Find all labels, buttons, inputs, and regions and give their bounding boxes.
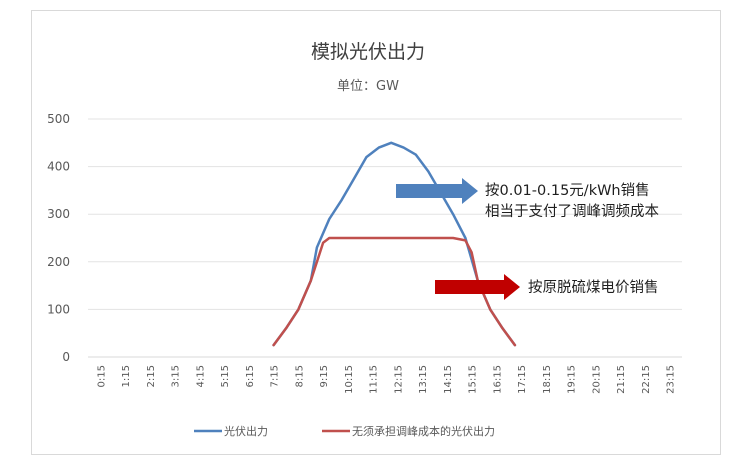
y-tick-label: 0	[62, 350, 70, 364]
annotation-text: 按0.01-0.15元/kWh销售	[485, 182, 650, 199]
y-tick-label: 100	[47, 302, 70, 316]
y-tick-label: 200	[47, 255, 70, 269]
y-tick-label: 500	[47, 112, 70, 126]
y-tick-label: 300	[47, 207, 70, 221]
x-tick-label: 19:15	[567, 365, 578, 394]
y-axis-ticks: 0 100 200 300 400 500	[47, 112, 70, 364]
x-tick-label: 0:15	[96, 365, 107, 387]
x-tick-label: 16:15	[492, 365, 503, 394]
x-tick-label: 11:15	[369, 365, 380, 394]
chart: 模拟光伏出力 单位：GW 0 100 200 300 400 500 0:15 1:15 2:…	[47, 41, 682, 438]
x-tick-label: 10:15	[344, 365, 355, 394]
x-tick-label: 1:15	[121, 365, 132, 387]
x-tick-label: 23:15	[666, 365, 677, 394]
series-lines	[272, 141, 517, 347]
chart-frame: 模拟光伏出力 单位：GW 0 100 200 300 400 500 0:15 1:15 2:…	[31, 10, 721, 455]
x-tick-label: 5:15	[220, 365, 231, 387]
x-tick-label: 14:15	[443, 365, 454, 394]
legend-label: 光伏出力	[224, 424, 268, 438]
legend: 光伏出力 无须承担调峰成本的光伏出力	[194, 424, 495, 438]
annotation-arrow-2	[435, 274, 520, 300]
x-tick-label: 9:15	[319, 365, 330, 387]
x-tick-label: 13:15	[418, 365, 429, 394]
x-tick-label: 3:15	[171, 365, 182, 387]
x-tick-label: 22:15	[641, 365, 652, 394]
y-tick-label: 400	[47, 160, 70, 174]
annotation-arrow-1	[396, 178, 478, 204]
x-tick-label: 15:15	[468, 365, 479, 394]
x-tick-label: 4:15	[195, 365, 206, 387]
x-axis-ticks: 0:15 1:15 2:15 3:15 4:15 5:15 6:15 7:15 8:15 9:15…	[96, 365, 676, 394]
gridlines	[88, 118, 682, 310]
x-tick-label: 8:15	[294, 365, 305, 387]
x-tick-label: 18:15	[542, 365, 553, 394]
x-tick-label: 2:15	[146, 365, 157, 387]
annotation-text: 相当于支付了调峰调频成本	[485, 203, 659, 220]
x-tick-label: 6:15	[245, 365, 256, 387]
x-tick-label: 7:15	[270, 365, 281, 387]
chart-subtitle: 单位：GW	[337, 79, 399, 94]
x-tick-label: 17:15	[517, 365, 528, 394]
x-tick-label: 12:15	[393, 365, 404, 394]
legend-label: 无须承担调峰成本的光伏出力	[352, 424, 495, 438]
chart-title: 模拟光伏出力	[311, 41, 425, 63]
x-tick-label: 21:15	[616, 365, 627, 394]
series-line-1	[272, 141, 517, 347]
x-tick-label: 20:15	[591, 365, 602, 394]
annotation-text: 按原脱硫煤电价销售	[528, 279, 659, 296]
